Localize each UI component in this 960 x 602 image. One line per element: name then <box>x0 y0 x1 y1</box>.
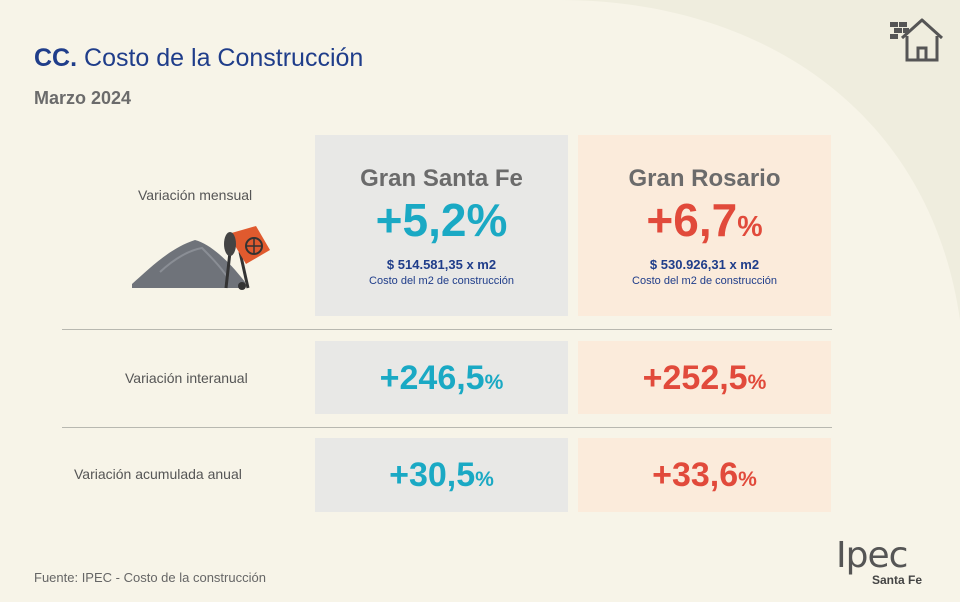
rosario-interanual-unit: % <box>747 370 767 394</box>
divider-2 <box>62 427 832 428</box>
rosario-acumulada-value: +33,6% <box>652 458 757 492</box>
santa-fe-mensual-number: +5,2 <box>375 193 467 246</box>
rosario-mensual-unit: % <box>737 210 763 243</box>
santa-fe-acumulada-number: +30,5 <box>389 456 476 494</box>
santa-fe-interanual-number: +246,5 <box>379 358 485 397</box>
card-santa-fe-interanual: +246,5% <box>315 341 568 414</box>
rosario-acumulada-number: +33,6 <box>652 456 739 494</box>
logo-main-text: Ipec <box>836 535 908 576</box>
card-rosario-acumulada: +33,6% <box>578 438 831 512</box>
rosario-price-label: Costo del m2 de construcción <box>632 274 777 287</box>
rosario-mensual-number: +6,7 <box>646 193 738 246</box>
card-rosario-mensual: Gran Rosario +6,7% $ 530.926,31 x m2 Cos… <box>578 135 831 316</box>
santa-fe-price: $ 514.581,35 x m2 <box>386 256 497 272</box>
santa-fe-acumulada-value: +30,5% <box>389 458 494 492</box>
period-label: Marzo 2024 <box>34 88 132 108</box>
row-label-acumulada: Variación acumulada anual <box>74 466 242 482</box>
rosario-mensual-value: +6,7% <box>646 197 762 243</box>
santa-fe-price-label: Costo del m2 de construcción <box>369 274 514 287</box>
page-title: CC. Costo de la Construcción <box>34 44 363 73</box>
rosario-interanual-value: +252,5% <box>643 361 767 395</box>
rosario-price: $ 530.926,31 x m2 <box>649 256 760 272</box>
santa-fe-acumulada-unit: % <box>475 468 494 491</box>
logo-sub-text: Santa Fe <box>871 573 922 587</box>
title-code: CC. <box>34 44 78 72</box>
house-icon <box>890 18 944 62</box>
title-text: Costo de la Construcción <box>84 44 364 72</box>
divider-1 <box>62 329 832 330</box>
ipec-logo: Ipec Santa Fe <box>836 535 928 588</box>
santa-fe-mensual-value: +5,2% <box>376 197 508 243</box>
region-title-rosario: Gran Rosario <box>628 164 781 192</box>
source-note: Fuente: IPEC - Costo de la construcción <box>34 570 266 585</box>
rosario-interanual-number: +252,5 <box>642 358 748 397</box>
santa-fe-interanual-value: +246,5% <box>380 361 504 395</box>
row-label-interanual: Variación interanual <box>125 370 248 386</box>
santa-fe-interanual-unit: % <box>484 370 504 394</box>
card-santa-fe-acumulada: +30,5% <box>315 438 568 512</box>
cement-mixer-illustration <box>132 226 270 290</box>
rosario-acumulada-unit: % <box>738 468 757 491</box>
region-title-santa-fe: Gran Santa Fe <box>360 164 523 192</box>
row-label-mensual: Variación mensual <box>138 187 253 203</box>
card-rosario-interanual: +252,5% <box>578 341 831 414</box>
santa-fe-mensual-unit: % <box>466 193 508 246</box>
card-santa-fe-mensual: Gran Santa Fe +5,2% $ 514.581,35 x m2 Co… <box>315 135 568 316</box>
